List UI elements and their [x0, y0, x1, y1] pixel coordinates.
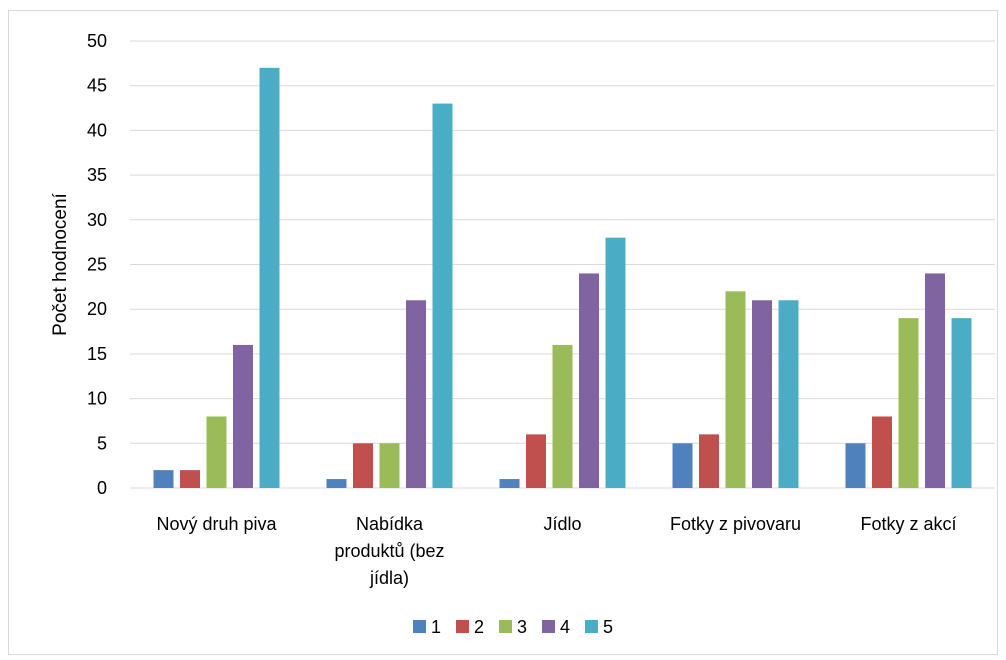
bar-series-4-cat-1 — [233, 344, 253, 488]
bar-series-3-cat-1 — [206, 416, 227, 488]
bars — [153, 67, 972, 488]
y-tick-label: 20 — [87, 299, 107, 319]
y-tick-label: 40 — [87, 120, 107, 140]
legend-swatch-4 — [542, 620, 555, 633]
bar-series-3-cat-2 — [379, 443, 400, 488]
bar-series-1-cat-1 — [153, 470, 174, 488]
x-tick-label: Jídlo — [543, 514, 581, 534]
y-tick-label: 35 — [87, 165, 107, 185]
legend-swatch-3 — [499, 620, 512, 633]
bar-series-3-cat-4 — [725, 291, 746, 488]
bar-series-1-cat-3 — [499, 479, 520, 488]
y-tick-label: 50 — [87, 31, 107, 51]
bar-series-5-cat-1 — [259, 67, 280, 488]
chart-frame — [8, 10, 998, 655]
y-tick-label: 5 — [97, 433, 107, 453]
y-axis-title: Počet hodnocení — [50, 192, 71, 335]
y-tick-label: 45 — [87, 76, 107, 96]
x-tick-label: Nový druh piva — [156, 514, 277, 534]
x-tick-label: Nabídka — [356, 514, 424, 534]
bar-series-2-cat-2 — [353, 443, 373, 488]
bar-series-2-cat-4 — [699, 434, 719, 488]
y-axis-ticks: 0 5 10 15 20 25 30 35 40 45 50 — [87, 31, 107, 498]
legend-label-4: 4 — [560, 617, 570, 637]
y-tick-label: 0 — [97, 478, 107, 498]
x-tick-label: produktů (bez — [334, 541, 444, 561]
bar-series-2-cat-5 — [872, 416, 892, 488]
legend-label-3: 3 — [517, 617, 527, 637]
bar-series-1-cat-5 — [845, 443, 866, 488]
legend-label-2: 2 — [474, 617, 484, 637]
legend-swatch-2 — [456, 620, 469, 633]
legend: 1 2 3 4 5 — [413, 617, 613, 637]
bar-series-5-cat-5 — [951, 318, 972, 488]
bar-series-4-cat-5 — [925, 273, 945, 488]
legend-label-1: 1 — [431, 617, 441, 637]
x-tick-label: Fotky z pivovaru — [670, 514, 801, 534]
y-tick-label: 25 — [87, 255, 107, 275]
bar-series-1-cat-4 — [672, 443, 693, 488]
bar-series-5-cat-2 — [432, 103, 453, 488]
bar-series-3-cat-3 — [552, 344, 573, 488]
bar-series-4-cat-2 — [406, 300, 426, 488]
y-tick-label: 10 — [87, 389, 107, 409]
x-axis-ticks: Nový druh piva Nabídka produktů (bez jídla)… — [156, 514, 956, 588]
bar-series-2-cat-3 — [526, 434, 546, 488]
legend-swatch-1 — [413, 620, 426, 633]
bar-series-5-cat-4 — [778, 300, 799, 488]
x-tick-label: jídla) — [369, 568, 409, 588]
y-tick-label: 30 — [87, 210, 107, 230]
bar-series-3-cat-5 — [898, 318, 919, 488]
legend-label-5: 5 — [603, 617, 613, 637]
bar-series-5-cat-3 — [605, 237, 626, 488]
bar-series-4-cat-3 — [579, 273, 599, 488]
bar-series-1-cat-2 — [326, 479, 347, 488]
x-tick-label: Fotky z akcí — [860, 514, 956, 534]
y-tick-label: 15 — [87, 344, 107, 364]
bar-series-2-cat-1 — [180, 470, 200, 488]
bar-series-4-cat-4 — [752, 300, 772, 488]
legend-swatch-5 — [585, 620, 598, 633]
